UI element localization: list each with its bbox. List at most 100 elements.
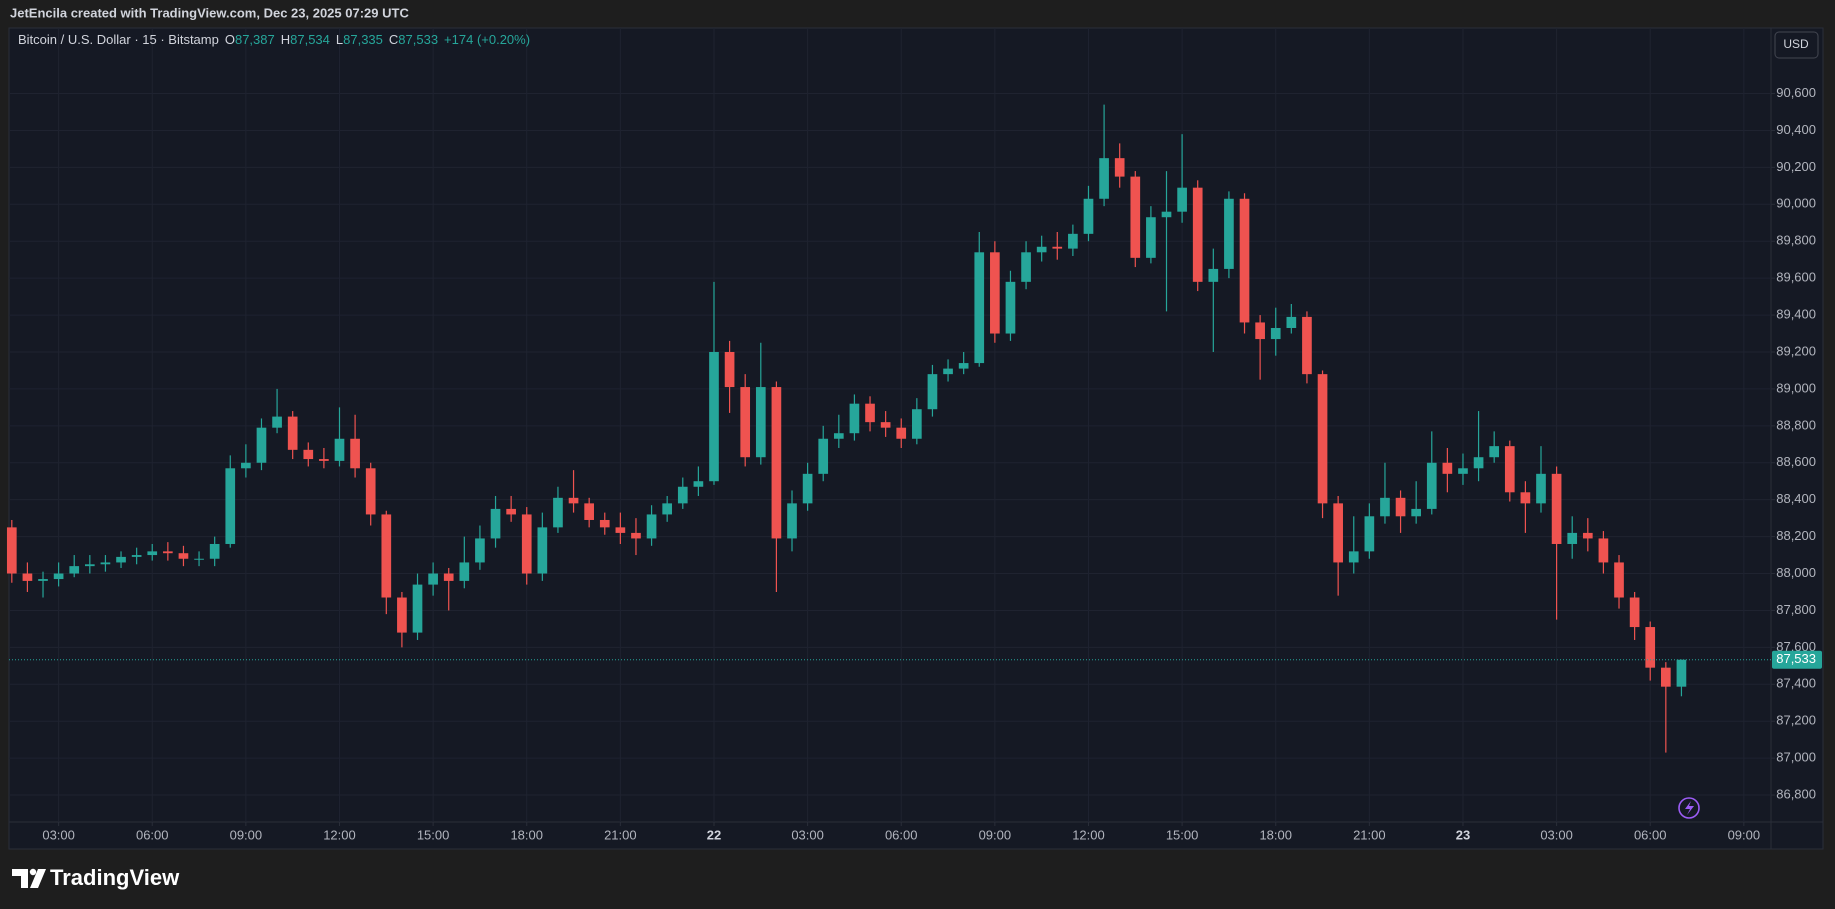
y-tick-label: 89,200 bbox=[1776, 343, 1816, 358]
candle-body bbox=[553, 497, 563, 528]
x-tick-label: 18:00 bbox=[510, 827, 543, 842]
candle-body bbox=[506, 508, 516, 515]
candle-body bbox=[833, 433, 844, 439]
y-tick-label: 89,800 bbox=[1776, 233, 1816, 248]
candle-body bbox=[584, 503, 594, 520]
candle-body bbox=[256, 427, 267, 463]
assistant-bolt[interactable] bbox=[1685, 801, 1694, 815]
y-tick-label: 89,400 bbox=[1776, 307, 1816, 322]
assistant-icon[interactable] bbox=[1678, 797, 1700, 819]
ohlc-label: L bbox=[336, 32, 343, 47]
x-tick-label: 09:00 bbox=[1728, 827, 1761, 842]
candle-body bbox=[1161, 211, 1172, 218]
candle-body bbox=[225, 468, 236, 544]
candle-body bbox=[334, 438, 345, 461]
candle-body bbox=[1192, 187, 1203, 282]
candle-body bbox=[1473, 457, 1484, 469]
ohlc-value: 87,534 bbox=[290, 32, 330, 47]
candle-body bbox=[1130, 176, 1141, 258]
candle-body bbox=[599, 519, 610, 528]
y-tick-label: 87,400 bbox=[1776, 676, 1816, 691]
candle-body bbox=[1270, 327, 1281, 340]
y-tick-label: 86,800 bbox=[1776, 786, 1816, 801]
y-tick-label: 88,600 bbox=[1776, 454, 1816, 469]
candle-body bbox=[459, 562, 470, 581]
x-tick-label: 09:00 bbox=[230, 827, 263, 842]
candle-body bbox=[1052, 246, 1063, 249]
symbol-title: Bitcoin / U.S. Dollar · 15 · Bitstamp bbox=[18, 32, 219, 47]
candle-body bbox=[1395, 497, 1406, 517]
candle-body bbox=[1442, 462, 1453, 474]
candle-body bbox=[1614, 562, 1624, 598]
candle-body bbox=[974, 252, 985, 364]
y-tick-label: 89,000 bbox=[1776, 380, 1816, 395]
candle-body bbox=[1520, 492, 1531, 504]
candle-body bbox=[397, 597, 407, 633]
candle-body bbox=[1114, 158, 1125, 177]
ohlc-value: 87,387 bbox=[235, 32, 275, 47]
candle-body bbox=[84, 564, 95, 567]
candle-body bbox=[163, 551, 173, 554]
candle-body bbox=[412, 584, 423, 633]
candle-body bbox=[521, 514, 532, 574]
currency-button[interactable] bbox=[1774, 31, 1819, 59]
candle-body bbox=[1302, 316, 1312, 375]
candles bbox=[6, 104, 1687, 753]
candle-body bbox=[1364, 516, 1375, 552]
candle-body bbox=[1426, 462, 1437, 509]
candle-body bbox=[1551, 473, 1562, 544]
candle-body bbox=[1676, 659, 1687, 687]
x-tick-label: 06:00 bbox=[885, 827, 918, 842]
y-tick-label: 88,000 bbox=[1776, 565, 1816, 580]
candle-body bbox=[241, 462, 251, 469]
candle-body bbox=[802, 473, 813, 504]
candle-body bbox=[100, 562, 111, 565]
candle-body bbox=[1660, 667, 1671, 687]
candle-body bbox=[1317, 374, 1328, 504]
candle-body bbox=[287, 416, 298, 450]
y-tick-label: 90,600 bbox=[1776, 85, 1816, 100]
candle-body bbox=[319, 459, 329, 461]
candle-body bbox=[1083, 198, 1094, 234]
candle-body bbox=[209, 543, 220, 559]
x-tick-label: 09:00 bbox=[979, 827, 1012, 842]
candle-body bbox=[1380, 497, 1390, 517]
candle-body bbox=[381, 514, 392, 598]
x-tick-label: 03:00 bbox=[42, 827, 75, 842]
candle-body bbox=[1645, 627, 1656, 668]
candle-body bbox=[1489, 446, 1500, 458]
y-tick-label: 87,600 bbox=[1776, 639, 1816, 654]
candle-body bbox=[194, 558, 204, 560]
ohlc-label: H bbox=[281, 32, 290, 47]
candle-body bbox=[912, 409, 922, 439]
assistant-circle[interactable] bbox=[1678, 797, 1700, 819]
candle-body bbox=[1411, 508, 1422, 517]
y-tick-label: 90,000 bbox=[1776, 196, 1816, 211]
candle-body bbox=[693, 481, 704, 487]
candle-body bbox=[303, 449, 314, 460]
currency-label[interactable]: USD bbox=[1783, 37, 1809, 51]
candle-body bbox=[272, 416, 282, 428]
candle-body bbox=[53, 573, 64, 580]
y-tick-label: 87,800 bbox=[1776, 602, 1816, 617]
candle-body bbox=[490, 508, 501, 539]
y-tick-label: 87,000 bbox=[1776, 750, 1816, 765]
candle-body bbox=[22, 573, 33, 581]
candle-body bbox=[1504, 446, 1515, 493]
candle-body bbox=[818, 438, 829, 474]
candle-body bbox=[1036, 246, 1047, 253]
candle-body bbox=[1021, 252, 1031, 282]
candle-body bbox=[443, 573, 454, 581]
candle-body bbox=[615, 527, 626, 533]
x-tick-label: 15:00 bbox=[417, 827, 450, 842]
y-tick-label: 88,200 bbox=[1776, 528, 1816, 543]
candle-body bbox=[1629, 597, 1640, 628]
x-tick-label: 23 bbox=[1456, 827, 1470, 842]
x-tick-label: 12:00 bbox=[1072, 827, 1105, 842]
candle-body bbox=[1068, 233, 1078, 249]
x-tick-label: 21:00 bbox=[1353, 827, 1386, 842]
candle-body bbox=[958, 363, 969, 369]
x-tick-label: 03:00 bbox=[791, 827, 824, 842]
x-tick-label: 12:00 bbox=[323, 827, 356, 842]
